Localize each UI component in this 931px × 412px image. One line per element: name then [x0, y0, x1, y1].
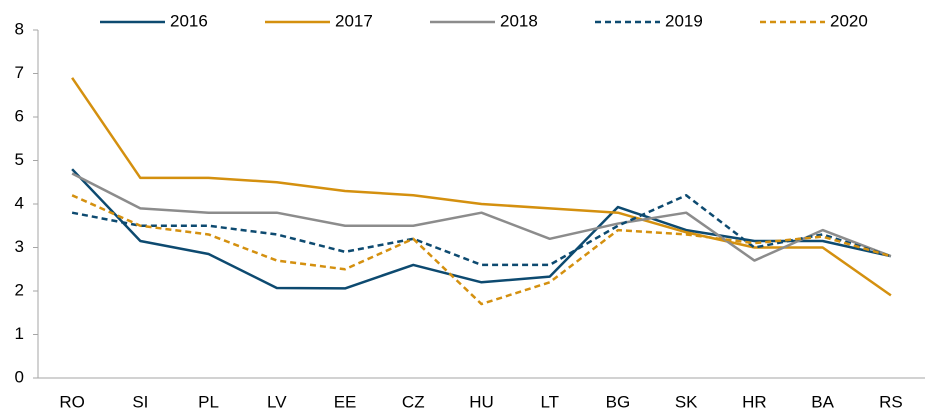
y-tick-label: 0 [15, 367, 24, 386]
legend-label: 2020 [830, 11, 868, 30]
legend-label: 2017 [335, 11, 373, 30]
x-tick-label: HR [742, 392, 767, 411]
x-tick-label: EE [334, 392, 357, 411]
x-tick-label: LV [267, 392, 287, 411]
legend-label: 2019 [665, 11, 703, 30]
y-tick-label: 2 [15, 280, 24, 299]
y-tick-label: 3 [15, 237, 24, 256]
x-tick-label: RS [879, 392, 903, 411]
series-line [71, 77, 892, 297]
x-tick-label: PL [198, 392, 219, 411]
series-line [71, 168, 892, 290]
series-line [71, 172, 892, 262]
x-tick-label: SK [675, 392, 698, 411]
y-tick-label: 4 [15, 193, 24, 212]
y-tick-label: 1 [15, 324, 24, 343]
legend-label: 2018 [500, 11, 538, 30]
x-tick-label: BA [811, 392, 834, 411]
x-tick-label: LT [540, 392, 559, 411]
y-tick-label: 6 [15, 106, 24, 125]
y-tick-label: 7 [15, 63, 24, 82]
x-tick-label: CZ [402, 392, 425, 411]
y-tick-label: 5 [15, 150, 24, 169]
x-tick-label: BG [606, 392, 631, 411]
x-tick-label: RO [59, 392, 85, 411]
x-tick-label: SI [132, 392, 148, 411]
legend-label: 2016 [170, 11, 208, 30]
y-tick-label: 8 [15, 19, 24, 38]
x-tick-label: HU [469, 392, 494, 411]
series-line [71, 194, 892, 306]
